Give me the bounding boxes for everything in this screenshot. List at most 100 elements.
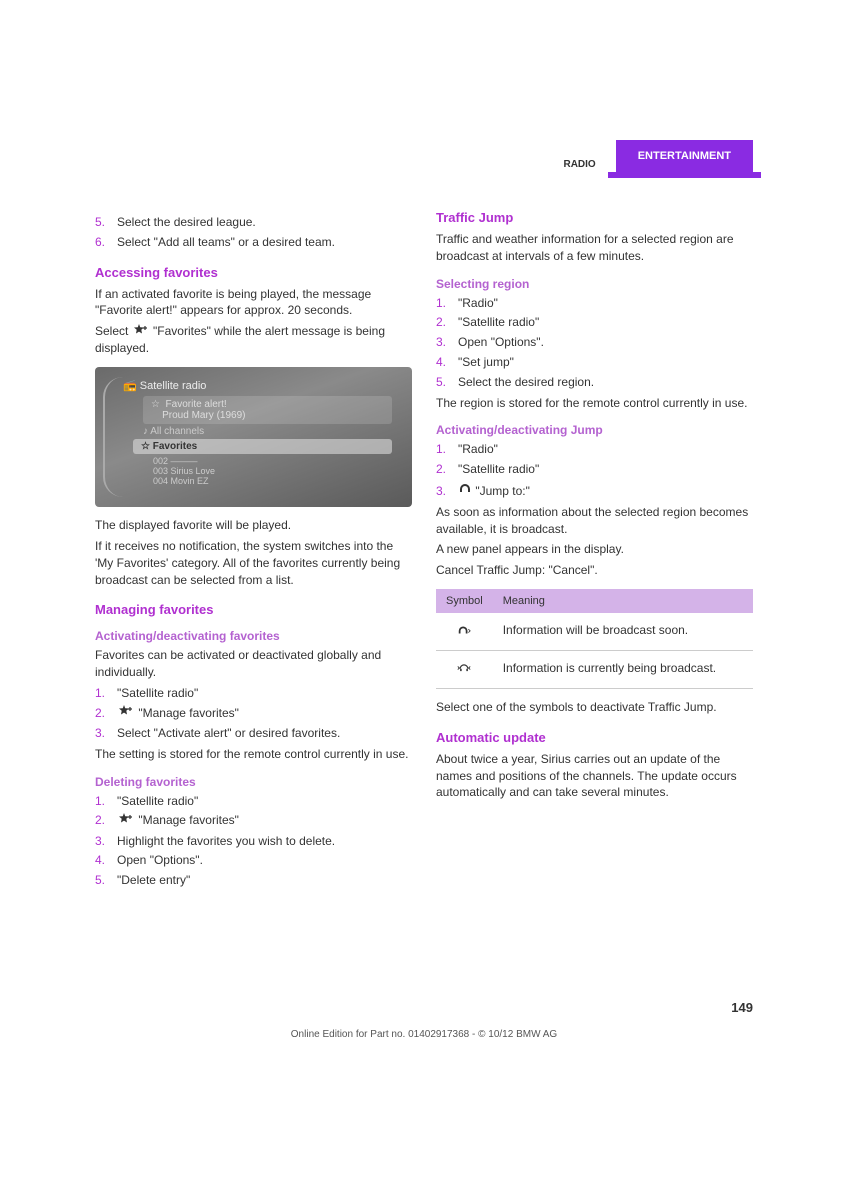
table-row: Information will be broadcast soon.: [436, 613, 753, 651]
screenshot-row: 004 Movin EZ: [153, 476, 392, 486]
step-text: Highlight the favorites you wish to dele…: [117, 833, 412, 850]
screenshot-row: 002 ———: [153, 456, 392, 466]
list-item: 2."Satellite radio": [436, 461, 753, 478]
list-item: 2. "Manage favorites": [95, 705, 412, 722]
heading-accessing-favorites: Accessing favorites: [95, 265, 412, 280]
step-number: 1.: [95, 793, 117, 810]
star-plus-icon: [119, 705, 133, 722]
subheading-activating-jump: Activating/deactivating Jump: [436, 423, 753, 437]
screenshot-title: 📻 Satellite radio: [123, 379, 392, 392]
step-number: 4.: [436, 354, 458, 371]
heading-traffic-jump: Traffic Jump: [436, 210, 753, 225]
headphone-icon: [458, 484, 472, 498]
step-number: 3.: [95, 725, 117, 742]
table-header-symbol: Symbol: [436, 589, 493, 613]
list-item: 1."Radio": [436, 441, 753, 458]
step-text: "Delete entry": [117, 872, 412, 889]
star-plus-icon: [134, 324, 148, 341]
step-text: "Radio": [458, 441, 753, 458]
selecting-region-steps: 1."Radio" 2."Satellite radio" 3.Open "Op…: [436, 295, 753, 391]
step-text: Open "Options".: [117, 852, 412, 869]
right-column: Traffic Jump Traffic and weather informa…: [436, 210, 753, 893]
step-text: "Jump to:": [458, 481, 753, 500]
step-number: 3.: [95, 833, 117, 850]
step-number: 2.: [95, 812, 117, 829]
tab-entertainment: ENTERTAINMENT: [616, 140, 753, 178]
paragraph: About twice a year, Sirius carries out a…: [436, 751, 753, 801]
paragraph: Traffic and weather information for a se…: [436, 231, 753, 265]
headphone-soon-icon: [457, 626, 471, 640]
list-item: 1."Satellite radio": [95, 685, 412, 702]
list-item: 3.Highlight the favorites you wish to de…: [95, 833, 412, 850]
paragraph: Select one of the symbols to deactivate …: [436, 699, 753, 716]
step-number: 3.: [436, 483, 458, 500]
step-number: 1.: [95, 685, 117, 702]
star-plus-icon: [119, 813, 133, 830]
step-number: 6.: [95, 234, 117, 251]
step-number: 1.: [436, 441, 458, 458]
symbol-cell: [436, 613, 493, 651]
screenshot-row: 003 Sirius Love: [153, 466, 392, 476]
list-item: 6.Select "Add all teams" or a desired te…: [95, 234, 412, 251]
step-text: "Set jump": [458, 354, 753, 371]
paragraph: A new panel appears in the display.: [436, 541, 753, 558]
header-tabs: RADIO ENTERTAINMENT: [543, 140, 753, 178]
heading-managing-favorites: Managing favorites: [95, 602, 412, 617]
list-item: 4.Open "Options".: [95, 852, 412, 869]
list-item: 5.Select the desired region.: [436, 374, 753, 391]
symbol-cell: [436, 650, 493, 688]
step-text: Select "Add all teams" or a desired team…: [117, 234, 412, 251]
activating-jump-steps: 1."Radio" 2."Satellite radio" 3. "Jump t…: [436, 441, 753, 499]
headphone-broadcasting-icon: [457, 664, 471, 678]
list-item: 5."Delete entry": [95, 872, 412, 889]
step-text: "Satellite radio": [458, 314, 753, 331]
step-text: Open "Options".: [458, 334, 753, 351]
paragraph: Select "Favorites" while the alert messa…: [95, 323, 412, 357]
table-header-meaning: Meaning: [493, 589, 753, 613]
meaning-cell: Information is currently being broadcast…: [493, 650, 753, 688]
step-text: "Satellite radio": [458, 461, 753, 478]
tab-radio: RADIO: [543, 151, 615, 178]
paragraph: The displayed favorite will be played.: [95, 517, 412, 534]
meaning-cell: Information will be broadcast soon.: [493, 613, 753, 651]
activating-steps: 1."Satellite radio" 2. "Manage favorites…: [95, 685, 412, 742]
paragraph: As soon as information about the selecte…: [436, 504, 753, 538]
paragraph: Cancel Traffic Jump: "Cancel".: [436, 562, 753, 579]
list-item: 2."Satellite radio": [436, 314, 753, 331]
footer-text: Online Edition for Part no. 01402917368 …: [0, 1029, 848, 1040]
step-text: "Satellite radio": [117, 685, 412, 702]
step-number: 4.: [95, 852, 117, 869]
subheading-deleting-favorites: Deleting favorites: [95, 775, 412, 789]
screenshot-curve: [103, 377, 123, 497]
step-number: 5.: [436, 374, 458, 391]
paragraph: The setting is stored for the remote con…: [95, 746, 412, 763]
step-number: 2.: [436, 461, 458, 478]
list-item: 4."Set jump": [436, 354, 753, 371]
list-item: 3.Select "Activate alert" or desired fav…: [95, 725, 412, 742]
step-number: 2.: [436, 314, 458, 331]
step-text: Select "Activate alert" or desired favor…: [117, 725, 412, 742]
paragraph: The region is stored for the remote cont…: [436, 395, 753, 412]
left-column: 5.Select the desired league. 6.Select "A…: [95, 210, 412, 893]
page-number: 149: [731, 1000, 753, 1015]
subheading-activating-favorites: Activating/deactivating favorites: [95, 629, 412, 643]
deleting-steps: 1."Satellite radio" 2. "Manage favorites…: [95, 793, 412, 889]
list-item: 1."Radio": [436, 295, 753, 312]
paragraph: If an activated favorite is being played…: [95, 286, 412, 320]
table-row: Information is currently being broadcast…: [436, 650, 753, 688]
heading-automatic-update: Automatic update: [436, 730, 753, 745]
screenshot-channels: ♪ All channels: [143, 426, 392, 437]
list-item: 5.Select the desired league.: [95, 214, 412, 231]
step-text: "Manage favorites": [117, 705, 412, 722]
radio-screenshot: 📻 Satellite radio ☆ Favorite alert! Prou…: [95, 367, 412, 507]
content-columns: 5.Select the desired league. 6.Select "A…: [95, 210, 753, 893]
step-number: 5.: [95, 214, 117, 231]
screenshot-alert: ☆ Favorite alert! Proud Mary (1969): [143, 396, 392, 424]
list-item: 3. "Jump to:": [436, 481, 753, 500]
screenshot-content: 📻 Satellite radio ☆ Favorite alert! Prou…: [123, 379, 392, 486]
step-number: 1.: [436, 295, 458, 312]
step-number: 5.: [95, 872, 117, 889]
list-item: 3.Open "Options".: [436, 334, 753, 351]
symbol-meaning-table: Symbol Meaning Information will be broad…: [436, 589, 753, 689]
subheading-selecting-region: Selecting region: [436, 277, 753, 291]
